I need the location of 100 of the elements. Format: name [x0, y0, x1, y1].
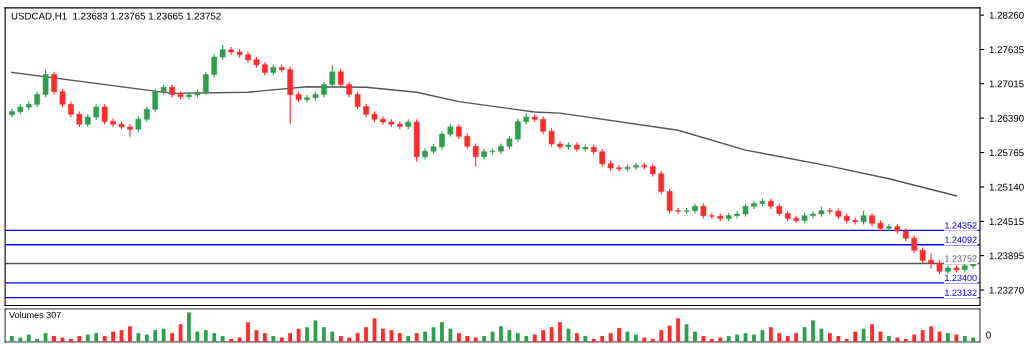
bar	[583, 336, 588, 342]
ref-line-label: 1.24352	[945, 222, 977, 229]
bar	[693, 331, 697, 342]
candlestick	[42, 69, 49, 98]
y-tick-label: 1.28260	[989, 11, 1024, 19]
candlestick	[101, 103, 108, 125]
bar	[128, 326, 132, 342]
bar	[617, 328, 621, 342]
y-tick-label: 1.25140	[989, 183, 1024, 191]
bar	[102, 336, 107, 342]
bar	[499, 326, 503, 342]
bar	[279, 337, 284, 342]
line-series	[11, 71, 958, 197]
bar	[347, 337, 352, 342]
bar	[94, 333, 99, 342]
bar	[735, 334, 739, 342]
bar	[642, 337, 647, 342]
bar	[659, 330, 664, 342]
candlestick	[51, 71, 57, 95]
bar	[676, 318, 680, 342]
candlestick	[211, 53, 218, 78]
candlestick	[203, 71, 209, 96]
bar	[768, 327, 773, 342]
bar	[212, 333, 217, 342]
bar	[920, 330, 925, 342]
bar	[456, 333, 461, 342]
candlestick	[472, 142, 479, 168]
bar	[187, 312, 191, 342]
bar	[465, 336, 470, 342]
bar	[558, 322, 562, 342]
bar	[195, 331, 200, 342]
candlestick	[675, 207, 681, 215]
bar	[330, 331, 335, 342]
bar	[9, 336, 14, 342]
bar	[962, 336, 967, 342]
candlestick	[616, 164, 622, 173]
ref-line-label: 1.23752	[945, 255, 977, 262]
bar	[912, 334, 917, 342]
bar	[853, 331, 858, 342]
bar	[726, 336, 731, 342]
bar	[574, 333, 579, 342]
chart-title: USDCAD,H1 1.23683 1.23765 1.23665 1.23752	[11, 12, 221, 21]
ref-line-label: 1.23132	[945, 289, 977, 296]
bar	[515, 333, 520, 342]
bar	[389, 330, 394, 342]
bar	[870, 324, 874, 342]
bar	[448, 328, 453, 342]
bar	[667, 325, 672, 342]
bar	[946, 333, 950, 342]
y-tick-label: 1.23895	[989, 252, 1024, 260]
bar	[591, 338, 596, 342]
candlestick	[152, 88, 159, 113]
text: 0	[986, 331, 991, 339]
bar	[52, 336, 56, 342]
candlestick	[329, 64, 336, 88]
bar	[954, 334, 959, 342]
bar	[414, 333, 419, 342]
bar	[634, 334, 638, 342]
bar	[69, 338, 73, 342]
candlestick	[928, 253, 934, 270]
candlestick	[186, 91, 192, 100]
bar	[482, 336, 487, 342]
annotation: Volumes 307	[9, 311, 61, 319]
candlestick	[9, 108, 15, 119]
bar	[355, 333, 360, 342]
bar	[397, 333, 402, 342]
bar	[440, 322, 444, 342]
bar	[305, 327, 309, 342]
candlestick	[633, 162, 639, 171]
bar	[827, 333, 832, 342]
candlestick	[557, 140, 563, 151]
bar	[144, 334, 149, 342]
bar	[794, 333, 799, 342]
bar	[524, 336, 529, 342]
ref-line-label: 1.24092	[945, 236, 977, 243]
candlestick	[59, 88, 66, 108]
bar	[262, 333, 267, 342]
bar	[903, 338, 908, 342]
bar	[153, 330, 158, 342]
bar	[161, 328, 166, 342]
ref-line-label: 1.23400	[945, 274, 977, 282]
bar	[77, 336, 82, 342]
y-tick-label: 1.27635	[989, 46, 1024, 54]
bar	[321, 327, 326, 342]
candlestick	[658, 170, 665, 195]
bar	[423, 331, 427, 342]
bar	[836, 336, 841, 342]
candlestick	[515, 118, 521, 143]
bar	[785, 336, 790, 342]
candlestick	[380, 115, 386, 126]
bar	[288, 333, 293, 342]
bar	[608, 333, 613, 342]
bar	[203, 330, 208, 342]
bar	[929, 326, 933, 342]
candlestick	[439, 130, 445, 151]
candlestick	[337, 68, 344, 88]
bar	[532, 334, 537, 342]
candlestick	[548, 128, 555, 148]
bar	[246, 322, 250, 342]
y-tick-label: 1.24515	[989, 218, 1024, 226]
